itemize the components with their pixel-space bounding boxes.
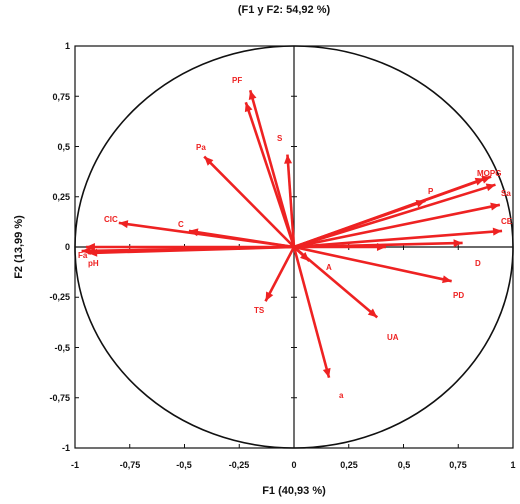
vector-label: CE bbox=[501, 217, 513, 226]
vector-arrowhead bbox=[474, 177, 485, 186]
x-tick-label: -0,25 bbox=[229, 460, 250, 470]
vector-arrowhead bbox=[265, 291, 274, 302]
x-tick-label: 0,25 bbox=[340, 460, 358, 470]
y-tick-label: 0,5 bbox=[57, 142, 70, 152]
vector-line bbox=[293, 199, 426, 249]
x-tick-label: 1 bbox=[510, 460, 515, 470]
y-axis-title: F2 (13,99 %) bbox=[13, 215, 25, 279]
vector-label: MOPG bbox=[477, 169, 501, 178]
x-tick-label: -0,75 bbox=[120, 460, 141, 470]
vector-label: S bbox=[277, 134, 283, 143]
x-tick-label: 0,5 bbox=[398, 460, 411, 470]
vector-label: TS bbox=[254, 306, 265, 315]
vector-line bbox=[293, 183, 496, 249]
vector-label: a bbox=[339, 391, 344, 400]
x-axis-title: F1 (40,93 %) bbox=[262, 485, 326, 497]
vector-label: Fa bbox=[78, 251, 88, 260]
vector-line bbox=[293, 229, 503, 249]
vector-label: CIC bbox=[104, 215, 118, 224]
vector-label: A bbox=[326, 263, 332, 272]
y-tick-label: 0,75 bbox=[52, 92, 70, 102]
x-tick-label: -1 bbox=[71, 460, 79, 470]
x-tick-label: -0,5 bbox=[176, 460, 192, 470]
vector-line bbox=[248, 89, 296, 248]
vector-line bbox=[293, 246, 379, 319]
vector-arrowhead bbox=[188, 228, 199, 237]
vector-label: D bbox=[475, 259, 481, 268]
vector-arrowhead bbox=[367, 308, 378, 318]
vector-label: PF bbox=[232, 76, 242, 85]
vector-line bbox=[88, 245, 295, 255]
vector-label: Sa bbox=[501, 189, 511, 198]
vector-label: PD bbox=[453, 291, 464, 300]
vector-line bbox=[286, 154, 296, 248]
vector-arrowhead bbox=[492, 227, 503, 236]
vector-arrowhead bbox=[284, 154, 293, 164]
y-tick-label: -0,25 bbox=[49, 292, 70, 302]
vector-line bbox=[244, 101, 296, 248]
vector-arrowhead bbox=[485, 183, 496, 192]
vector-label: P bbox=[428, 187, 434, 196]
vector-arrowhead bbox=[118, 220, 129, 229]
x-tick-label: 0 bbox=[291, 460, 296, 470]
variable-vectors bbox=[81, 89, 503, 378]
chart-title: (F1 y F2: 54,92 %) bbox=[238, 4, 331, 16]
vector-arrowhead bbox=[248, 90, 257, 100]
vector-arrowhead bbox=[322, 367, 331, 378]
vector-arrowhead bbox=[415, 199, 426, 208]
vector-line bbox=[264, 246, 296, 302]
vector-line bbox=[203, 155, 295, 248]
vector-arrowhead bbox=[204, 156, 214, 166]
vector-label: pH bbox=[88, 259, 99, 268]
vector-label: UA bbox=[387, 333, 399, 342]
vector-line bbox=[293, 203, 501, 249]
vector-label: C bbox=[178, 220, 184, 229]
y-tick-label: 1 bbox=[65, 41, 70, 51]
vector-arrowhead bbox=[244, 102, 253, 113]
vector-arrowhead bbox=[453, 239, 463, 248]
vector-arrowhead bbox=[88, 248, 98, 257]
vector-line bbox=[188, 229, 295, 249]
vector-line bbox=[292, 246, 331, 378]
vector-arrowhead bbox=[490, 202, 500, 211]
x-tick-label: 0,75 bbox=[449, 460, 467, 470]
y-tick-label: -0,75 bbox=[49, 393, 70, 403]
y-tick-label: 0,25 bbox=[52, 192, 70, 202]
y-tick-label: 0 bbox=[65, 242, 70, 252]
vector-label: Pa bbox=[196, 143, 206, 152]
y-tick-label: -1 bbox=[62, 443, 70, 453]
vector-arrowhead bbox=[442, 275, 452, 284]
vector-arrowhead bbox=[376, 243, 386, 251]
vector-line bbox=[293, 245, 452, 283]
y-tick-label: -0,5 bbox=[54, 343, 70, 353]
